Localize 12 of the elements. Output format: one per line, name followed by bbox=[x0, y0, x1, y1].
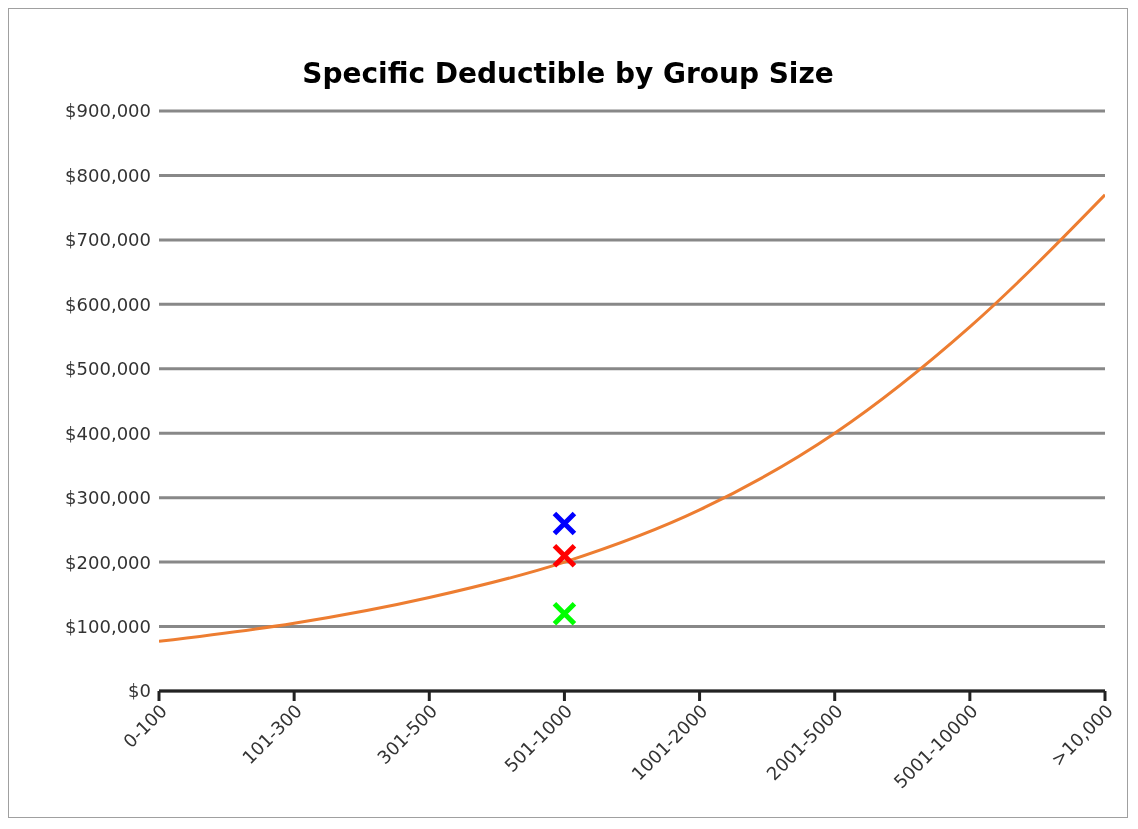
chart-title: Specific Deductible by Group Size bbox=[301, 57, 835, 92]
y-tick-label: $100,000 bbox=[65, 615, 151, 637]
y-tick-label: $0 bbox=[128, 680, 151, 702]
y-tick-label: $200,000 bbox=[65, 551, 151, 573]
line-series bbox=[159, 193, 1105, 643]
y-tick-label: $300,000 bbox=[65, 487, 151, 509]
y-tick-label: $400,000 bbox=[65, 422, 151, 444]
y-tick-label: $900,000 bbox=[65, 100, 151, 122]
y-tick-label: $800,000 bbox=[65, 164, 151, 186]
y-tick-label: $700,000 bbox=[65, 229, 151, 251]
y-tick-label: $600,000 bbox=[65, 293, 151, 315]
y-tick-label: $500,000 bbox=[65, 358, 151, 380]
